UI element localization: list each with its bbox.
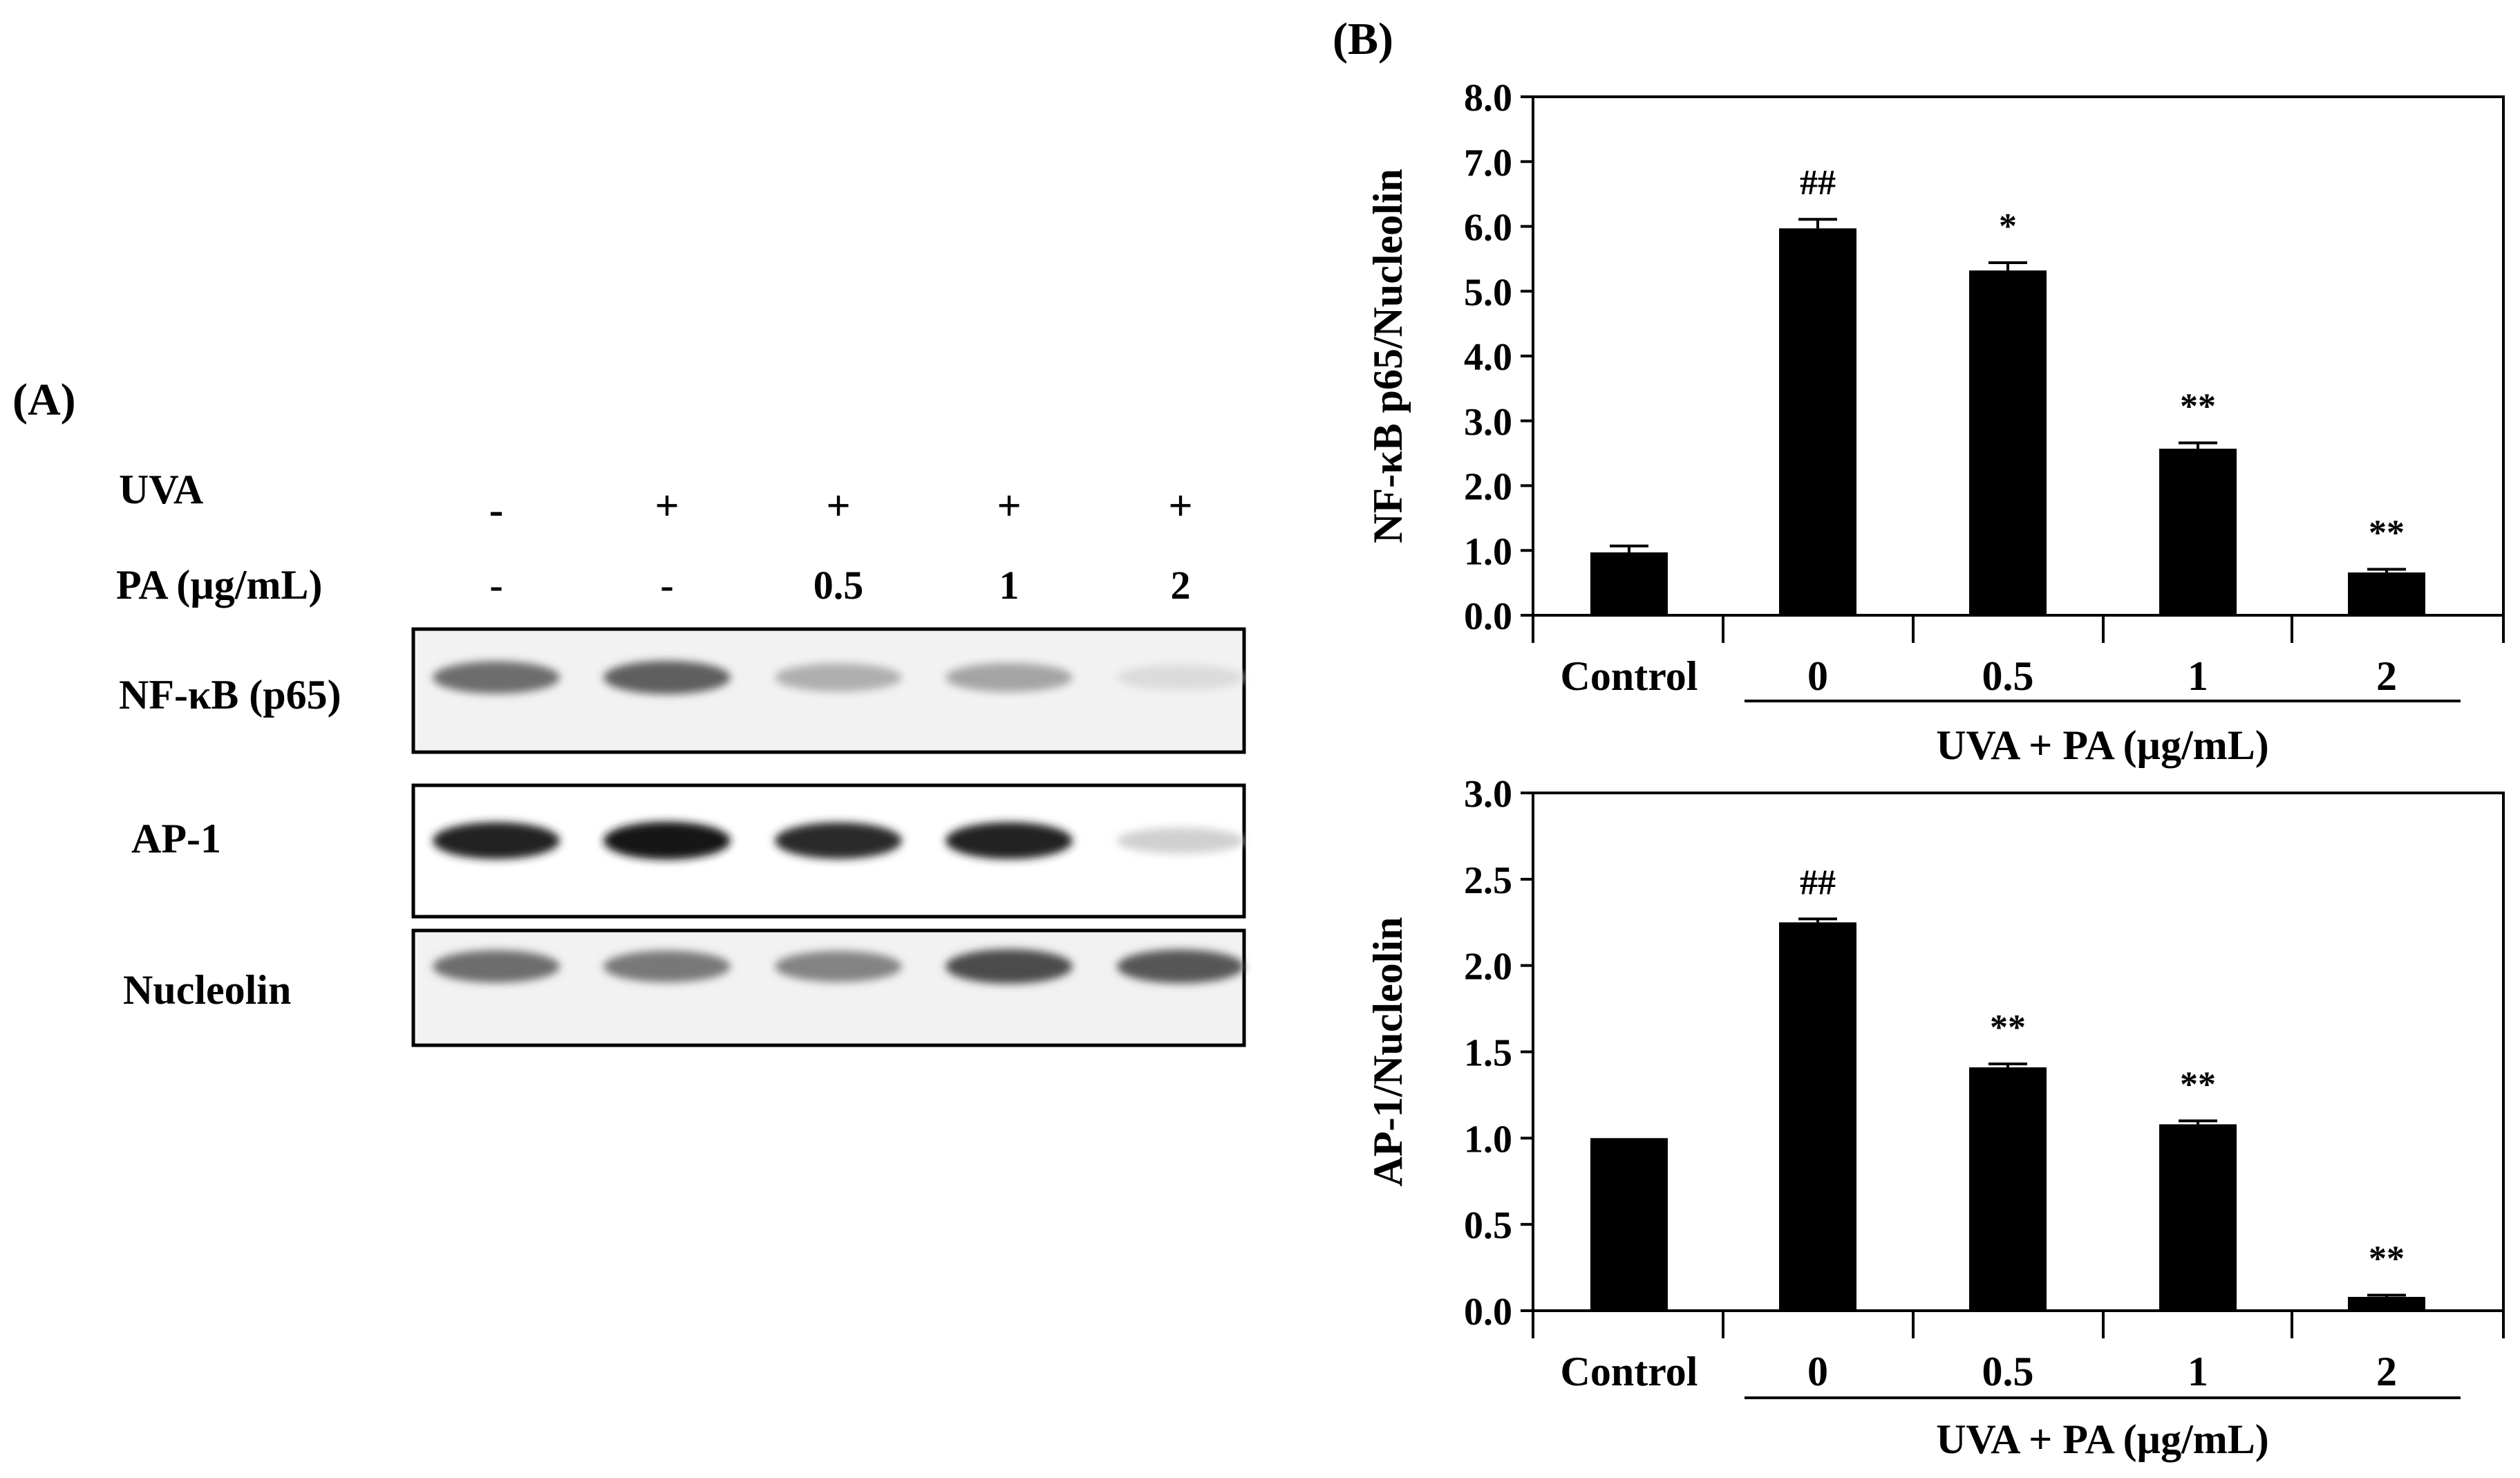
y-tick-label: 6.0 <box>1464 207 1512 250</box>
x-tick-label: 1 <box>2188 653 2208 699</box>
y-axis-label: AP-1/Nucleolin <box>1365 917 1411 1187</box>
pa-value: 2 <box>1171 563 1191 608</box>
significance-mark: ** <box>2369 1240 2405 1279</box>
panel-b: (B) 0.0 1.0 2.0 3.0 4.0 5.0 6.0 7.0 8.0 NF-κB p65… <box>1333 14 2505 1462</box>
x-tick-label: 0 <box>1807 1349 1828 1394</box>
x-tick-label: 2 <box>2376 653 2397 699</box>
x-tick-label: 2 <box>2376 1349 2397 1394</box>
blot-band <box>1117 949 1244 984</box>
uva-sign: - <box>489 487 504 534</box>
significance-mark: ## <box>1800 163 1836 203</box>
y-tick-label: 7.0 <box>1464 142 1512 185</box>
significance-mark: ** <box>1990 1008 2026 1047</box>
y-tick-label: 1.0 <box>1464 530 1512 573</box>
blot-label: NF-κB (p65) <box>119 672 341 718</box>
y-tick-label: 3.0 <box>1464 401 1512 444</box>
uva-sign: + <box>1168 483 1192 530</box>
x-tick-label: 0.5 <box>1982 1349 2034 1394</box>
significance-mark: ** <box>2180 1065 2216 1104</box>
uva-signs: - + + + + <box>489 483 1193 534</box>
panel-a: (A) UVA PA (µg/mL) - + + + + - - 0.5 1 2 NF-κB (… <box>12 375 1246 1047</box>
uva-row-label: UVA <box>119 467 203 512</box>
y-tick-label: 2.5 <box>1464 859 1512 902</box>
pa-value: 1 <box>999 563 1019 608</box>
uva-sign: + <box>655 483 679 530</box>
blot-band <box>603 660 731 695</box>
blot-band <box>775 822 902 859</box>
significance-mark: ** <box>2369 513 2405 552</box>
y-tick-label: 1.5 <box>1464 1032 1512 1075</box>
y-axis-label: NF-κB p65/Nucleolin <box>1365 169 1411 543</box>
y-tick-label: 4.0 <box>1464 336 1512 379</box>
blot-band <box>1117 827 1244 854</box>
blot-band <box>946 822 1073 859</box>
bar <box>1779 228 1856 615</box>
bar <box>2159 1124 2237 1311</box>
x-tick-label: 0 <box>1807 653 1828 699</box>
uva-sign: + <box>826 483 850 530</box>
bar <box>2348 572 2425 615</box>
blot-band <box>775 663 902 692</box>
pa-value: 0.5 <box>814 563 864 608</box>
blot-0: NF-κB (p65) <box>119 627 1246 754</box>
pa-value: - <box>489 563 502 608</box>
blot-label: AP-1 <box>131 816 221 861</box>
ap1-bar-chart: 0.0 0.5 1.0 1.5 2.0 2.5 3.0 AP-1/Nucleolin Contr… <box>1365 773 2505 1462</box>
blot-band <box>946 949 1073 984</box>
significance-mark: * <box>1999 207 2017 246</box>
x-tick-label: 1 <box>2188 1349 2208 1394</box>
y-tick-label: 0.0 <box>1464 1291 1512 1334</box>
significance-mark: ** <box>2180 387 2216 427</box>
x-tick-label: 0.5 <box>1982 653 2034 699</box>
bar <box>1969 270 2047 615</box>
significance-mark: ## <box>1800 863 1836 902</box>
bar <box>1779 922 1856 1311</box>
bar <box>2159 449 2237 615</box>
blot-band <box>603 821 731 860</box>
blot-band <box>433 950 560 983</box>
uva-sign: + <box>997 483 1021 530</box>
y-tick-label: 8.0 <box>1464 77 1512 120</box>
y-tick-label: 3.0 <box>1464 773 1512 816</box>
bar <box>1590 552 1668 615</box>
panel-a-label: (A) <box>12 375 76 425</box>
y-tick-label: 2.0 <box>1464 466 1512 509</box>
y-tick-label: 5.0 <box>1464 271 1512 314</box>
x-group-label: UVA + PA (µg/mL) <box>1936 1416 2269 1462</box>
blot-band <box>433 661 560 694</box>
pa-row-label: PA (µg/mL) <box>116 562 322 608</box>
blot-band <box>775 951 902 982</box>
bar <box>1590 1138 1668 1311</box>
panel-b-label: (B) <box>1333 14 1393 64</box>
blot-band <box>433 822 560 859</box>
blot-band <box>1117 664 1244 691</box>
x-tick-label: Control <box>1561 653 1698 699</box>
blot-frame <box>411 928 1246 1047</box>
y-tick-label: 2.0 <box>1464 946 1512 989</box>
nfkb-bar-chart: 0.0 1.0 2.0 3.0 4.0 5.0 6.0 7.0 8.0 NF-κB p65/Nuc… <box>1365 77 2505 768</box>
y-tick-label: 1.0 <box>1464 1118 1512 1161</box>
blot-1: AP-1 <box>131 783 1246 919</box>
blot-band <box>603 951 731 982</box>
x-group-label: UVA + PA (µg/mL) <box>1936 722 2269 768</box>
pa-values: - - 0.5 1 2 <box>489 563 1190 608</box>
x-tick-label: Control <box>1561 1349 1698 1394</box>
blot-label: Nucleolin <box>123 967 291 1013</box>
bar <box>2348 1297 2425 1311</box>
western-blots: NF-κB (p65) AP-1 Nucleolin <box>119 627 1246 1047</box>
blot-band <box>946 663 1073 692</box>
y-tick-label: 0.0 <box>1464 595 1512 638</box>
bar <box>1969 1067 2047 1311</box>
y-tick-label: 0.5 <box>1464 1204 1512 1247</box>
blot-2: Nucleolin <box>123 928 1246 1047</box>
pa-value: - <box>660 563 673 608</box>
